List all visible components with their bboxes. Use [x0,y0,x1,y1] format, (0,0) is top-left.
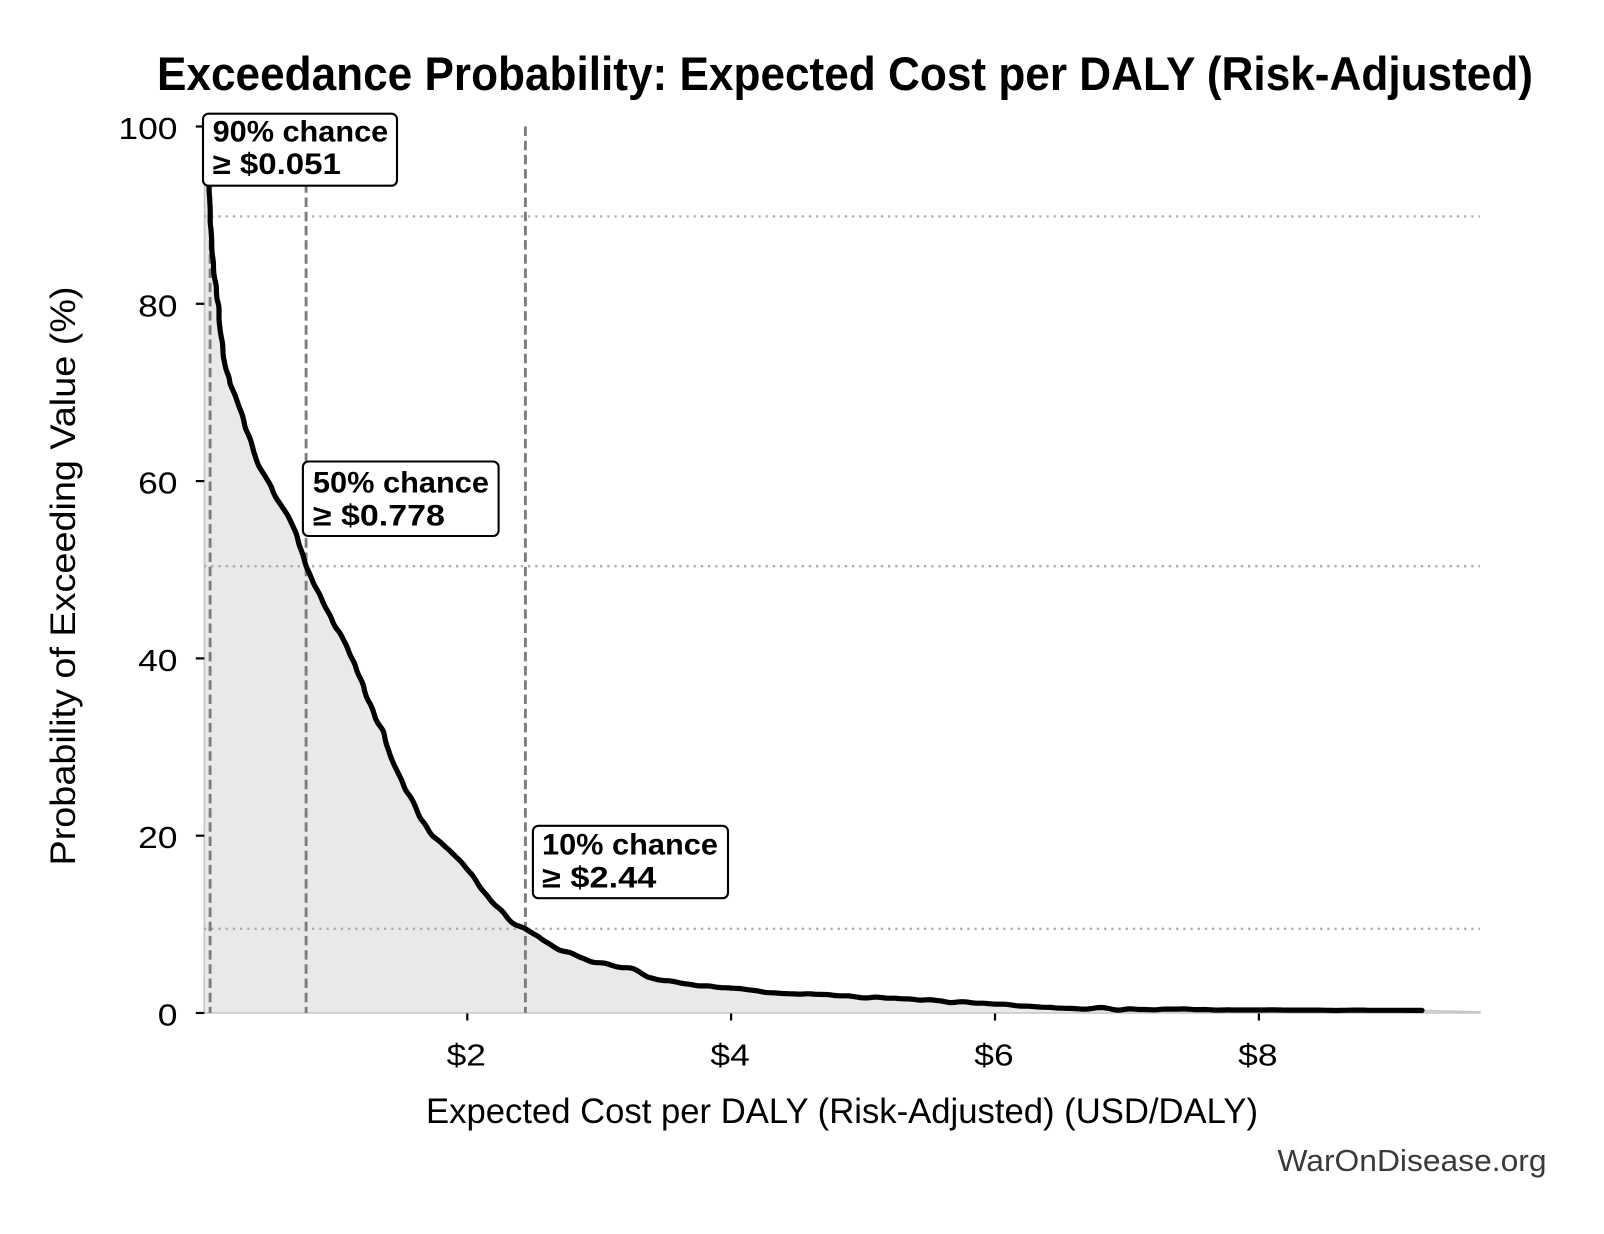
svg-text:60: 60 [138,466,177,501]
svg-text:80: 80 [138,288,177,323]
svg-text:$6: $6 [974,1037,1013,1072]
svg-text:100: 100 [118,111,177,146]
svg-text:≥ $2.44: ≥ $2.44 [542,861,657,894]
svg-text:≥ $0.051: ≥ $0.051 [213,148,341,181]
svg-text:Expected Cost per DALY (Risk-A: Expected Cost per DALY (Risk-Adjusted) (… [426,1092,1258,1131]
svg-text:40: 40 [138,643,177,678]
svg-text:Exceedance Probability: Expect: Exceedance Probability: Expected Cost pe… [157,47,1533,100]
svg-text:$2: $2 [447,1037,486,1072]
svg-text:90% chance: 90% chance [213,115,389,148]
svg-text:≥ $0.778: ≥ $0.778 [313,499,445,532]
svg-text:$4: $4 [710,1037,749,1072]
svg-text:0: 0 [158,998,178,1033]
svg-text:20: 20 [138,820,177,855]
svg-text:$8: $8 [1238,1037,1277,1072]
svg-text:WarOnDisease.org: WarOnDisease.org [1278,1143,1547,1178]
svg-text:10% chance: 10% chance [542,829,718,862]
svg-text:Probability of Exceeding Value: Probability of Exceeding Value (%) [44,286,83,865]
svg-text:50% chance: 50% chance [313,466,489,499]
